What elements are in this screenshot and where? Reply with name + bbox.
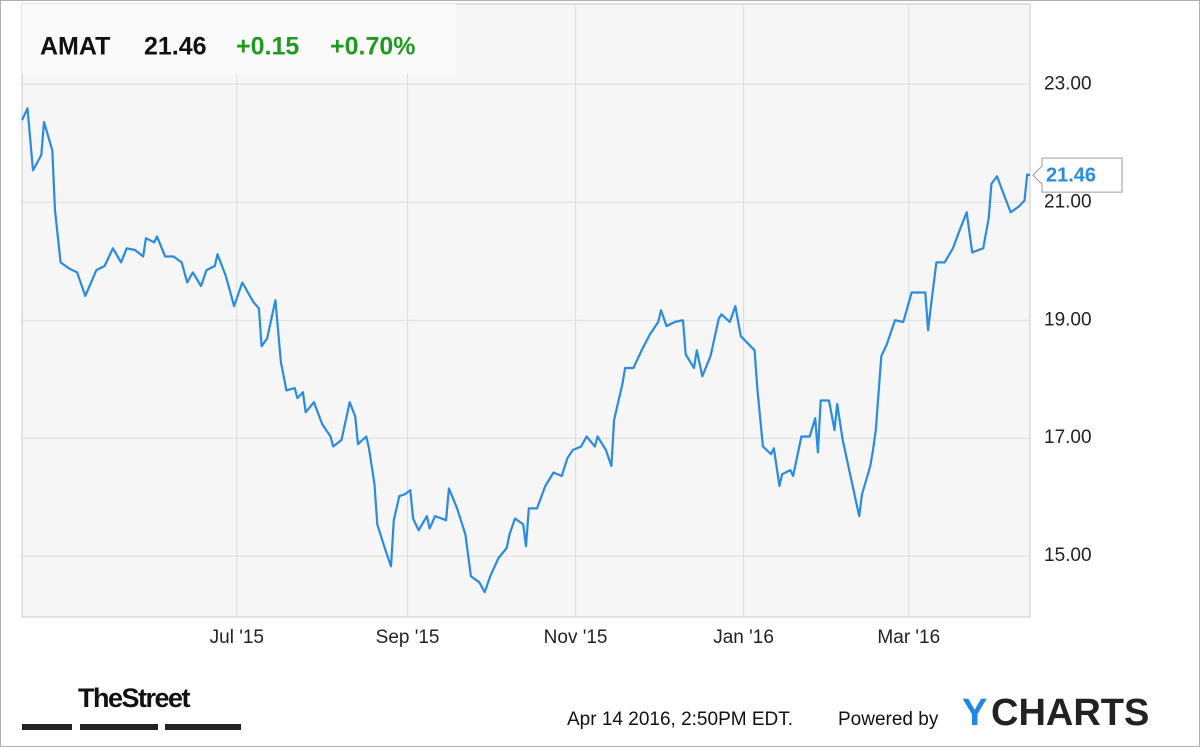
change-pct: +0.70% (330, 33, 416, 61)
y-tick-label: 15.00 (1044, 545, 1092, 566)
timestamp: Apr 14 2016, 2:50PM EDT. (567, 709, 793, 730)
powered-by: Powered by (838, 709, 939, 730)
last-value-label: 21.46 (1046, 164, 1096, 186)
last-value-callout (1032, 157, 1123, 193)
x-tick-label: Sep '15 (376, 627, 440, 648)
y-tick-label: 19.00 (1044, 309, 1092, 330)
x-tick-label: Jul '15 (210, 627, 264, 648)
y-tick-label: 17.00 (1044, 427, 1092, 448)
grid: 15.00 17.00 19.00 21.00 23.00 Jul '15 Sep '15 N… (22, 4, 1092, 648)
price-line (21, 107, 1031, 594)
header-box (22, 4, 456, 74)
plot: 21.46 (21, 107, 1123, 594)
logo-bar (165, 724, 241, 730)
x-tick-label: Mar '16 (877, 627, 940, 648)
x-tick-label: Nov '15 (544, 627, 608, 648)
x-tick-label: Jan '16 (713, 627, 774, 648)
y-tick-label: 23.00 (1044, 73, 1092, 94)
brand-rest: CHARTS (991, 692, 1149, 734)
brand-y: Y (962, 692, 987, 734)
change: +0.15 (236, 33, 299, 61)
y-tick-label: 21.00 (1044, 191, 1092, 212)
source-logo: TheStreet (78, 683, 191, 713)
logo-bar (80, 724, 158, 730)
plot-area (21, 3, 1031, 618)
ticker: AMAT (40, 33, 110, 61)
price: 21.46 (144, 33, 207, 61)
logo-bar (22, 724, 72, 730)
